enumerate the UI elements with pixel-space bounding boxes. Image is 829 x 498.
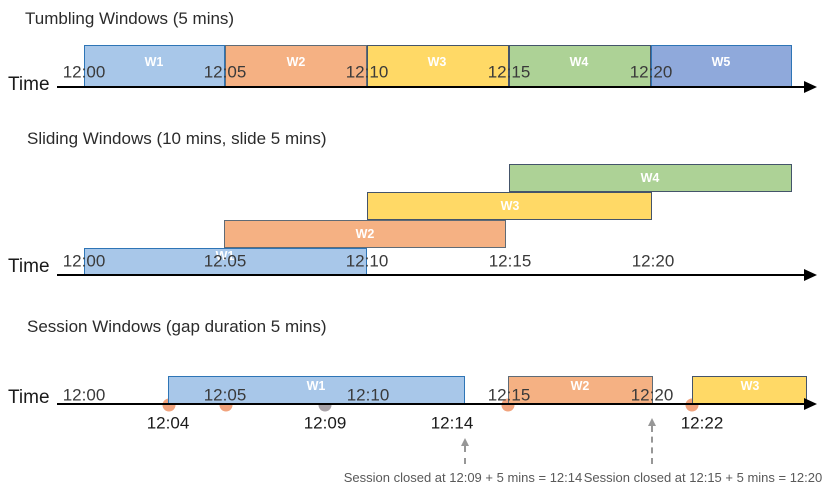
- time-axis-label: Time: [8, 387, 50, 408]
- section-title: Session Windows (gap duration 5 mins): [27, 317, 327, 336]
- tick-label: 12:20: [631, 251, 675, 271]
- window-box-label: W2: [570, 378, 590, 393]
- tick-label: 12:00: [62, 62, 106, 82]
- window-box-label: W4: [569, 54, 589, 69]
- annotation-text: Session closed at 12:09 + 5 mins = 12:14: [343, 470, 583, 485]
- time-axis-line: [57, 86, 804, 88]
- window-box: [84, 45, 225, 88]
- event-time-label: 12:22: [680, 413, 724, 433]
- time-axis-label: Time: [8, 74, 50, 95]
- axis-arrow-icon: [804, 269, 817, 281]
- window-box: [509, 45, 651, 88]
- window-box-label: W1: [215, 248, 235, 263]
- tick-label: 12:10: [345, 62, 389, 82]
- dashed-arrow-line: [651, 426, 653, 464]
- window-box: [225, 45, 367, 88]
- section-title: Tumbling Windows (5 mins): [25, 9, 235, 28]
- event-time-label: 12:09: [303, 413, 347, 433]
- window-box: [509, 164, 792, 192]
- window-box-label: W4: [640, 170, 660, 185]
- tick-label: 12:20: [630, 385, 674, 405]
- section-title: Sliding Windows (10 mins, slide 5 mins): [27, 129, 327, 148]
- tick-label: 12:10: [346, 385, 390, 405]
- tick-label: 12:05: [203, 385, 247, 405]
- time-axis-line: [57, 403, 804, 405]
- dashed-arrow-up-icon: [461, 438, 469, 446]
- window-box-label: W3: [427, 54, 447, 69]
- window-box-label: W5: [711, 54, 731, 69]
- event-time-label: 12:04: [146, 413, 190, 433]
- dashed-arrow-line: [464, 446, 466, 464]
- window-box: [692, 376, 807, 404]
- window-box-label: W2: [355, 226, 375, 241]
- tick-label: 12:20: [629, 62, 673, 82]
- tick-label: 12:15: [487, 385, 531, 405]
- window-box: [367, 192, 652, 220]
- window-box-label: W1: [306, 378, 326, 393]
- tick-label: 12:15: [488, 251, 532, 271]
- axis-arrow-icon: [804, 398, 817, 410]
- tick-label: 12:00: [62, 251, 106, 271]
- tick-label: 12:05: [203, 251, 247, 271]
- window-box-label: W1: [144, 54, 164, 69]
- dashed-arrow-up-icon: [648, 418, 656, 426]
- window-box-label: W3: [500, 198, 520, 213]
- tick-label: 12:05: [203, 62, 247, 82]
- window-box: [224, 220, 506, 248]
- tick-label: 12:00: [62, 385, 106, 405]
- annotation-text: Session closed at 12:15 + 5 mins = 12:20: [583, 470, 823, 485]
- tick-label: 12:15: [487, 62, 531, 82]
- axis-arrow-icon: [804, 81, 817, 93]
- event-time-label: 12:14: [430, 413, 474, 433]
- time-axis-label: Time: [8, 256, 50, 277]
- window-box-label: W2: [286, 54, 306, 69]
- window-box: [84, 248, 367, 276]
- window-box: [168, 376, 465, 404]
- window-box-label: W3: [740, 378, 760, 393]
- tick-label: 12:10: [345, 251, 389, 271]
- time-axis-line: [57, 274, 804, 276]
